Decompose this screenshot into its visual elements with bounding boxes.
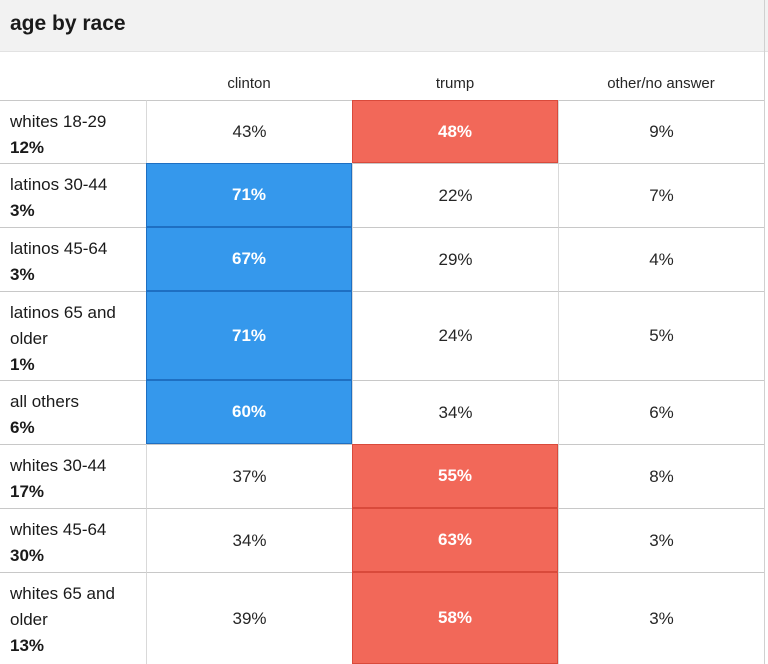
row-label: latinos 65 and older 1% <box>0 291 146 380</box>
page-title: age by race <box>10 12 126 35</box>
cell-other: 7% <box>558 163 764 227</box>
row-label: whites 30-44 17% <box>0 444 146 508</box>
cell-other: 3% <box>558 572 764 664</box>
group-name: all others <box>10 392 79 411</box>
table-row: latinos 45-64 3% 67% 29% 4% <box>0 227 768 291</box>
title-bar: age by race <box>0 0 768 52</box>
cell-trump: 24% <box>352 291 558 380</box>
cell-clinton: 60% <box>146 380 352 444</box>
table-row: latinos 30-44 3% 71% 22% 7% <box>0 163 768 227</box>
table-row: all others 6% 60% 34% 6% <box>0 380 768 444</box>
row-label: whites 45-64 30% <box>0 508 146 572</box>
group-share: 13% <box>10 636 45 655</box>
cell-trump: 48% <box>352 100 558 163</box>
row-label: all others 6% <box>0 380 146 444</box>
cell-other: 8% <box>558 444 764 508</box>
group-name: latinos 45-64 <box>10 239 108 258</box>
group-share: 1% <box>10 355 35 374</box>
cell-trump: 55% <box>352 444 558 508</box>
cell-trump: 22% <box>352 163 558 227</box>
cell-clinton: 43% <box>146 100 352 163</box>
table-row: whites 45-64 30% 34% 63% 3% <box>0 508 768 572</box>
group-name: latinos 65 and older <box>10 303 116 348</box>
cell-clinton: 34% <box>146 508 352 572</box>
cell-clinton: 71% <box>146 163 352 227</box>
cell-other: 9% <box>558 100 764 163</box>
group-name: latinos 30-44 <box>10 175 108 194</box>
column-header-trump: trump <box>435 74 475 92</box>
cell-trump: 58% <box>352 572 558 664</box>
group-name: whites 65 and older <box>10 584 115 629</box>
column-header-clinton: clinton <box>227 74 271 92</box>
row-label: latinos 30-44 3% <box>0 163 146 227</box>
cell-trump: 34% <box>352 380 558 444</box>
cell-other: 6% <box>558 380 764 444</box>
row-label: whites 18-29 12% <box>0 100 146 163</box>
group-share: 17% <box>10 482 45 501</box>
right-border <box>764 0 765 664</box>
table-row: whites 65 and older 13% 39% 58% 3% <box>0 572 768 664</box>
cell-other: 4% <box>558 227 764 291</box>
group-name: whites 45-64 <box>10 520 107 539</box>
cell-clinton: 67% <box>146 227 352 291</box>
table-row: whites 18-29 12% 43% 48% 9% <box>0 100 768 163</box>
cell-other: 5% <box>558 291 764 380</box>
row-label: whites 65 and older 13% <box>0 572 146 664</box>
group-name: whites 18-29 <box>10 112 107 131</box>
cell-clinton: 71% <box>146 291 352 380</box>
table-row: latinos 65 and older 1% 71% 24% 5% <box>0 291 768 380</box>
cell-trump: 63% <box>352 508 558 572</box>
row-label: latinos 45-64 3% <box>0 227 146 291</box>
group-share: 30% <box>10 546 45 565</box>
group-share: 3% <box>10 201 35 220</box>
group-share: 3% <box>10 265 35 284</box>
column-header-other: other/no answer <box>607 74 715 92</box>
cell-clinton: 37% <box>146 444 352 508</box>
group-name: whites 30-44 <box>10 456 107 475</box>
cell-clinton: 39% <box>146 572 352 664</box>
table-row: whites 30-44 17% 37% 55% 8% <box>0 444 768 508</box>
cell-other: 3% <box>558 508 764 572</box>
cell-trump: 29% <box>352 227 558 291</box>
group-share: 6% <box>10 418 35 437</box>
group-share: 12% <box>10 138 45 157</box>
